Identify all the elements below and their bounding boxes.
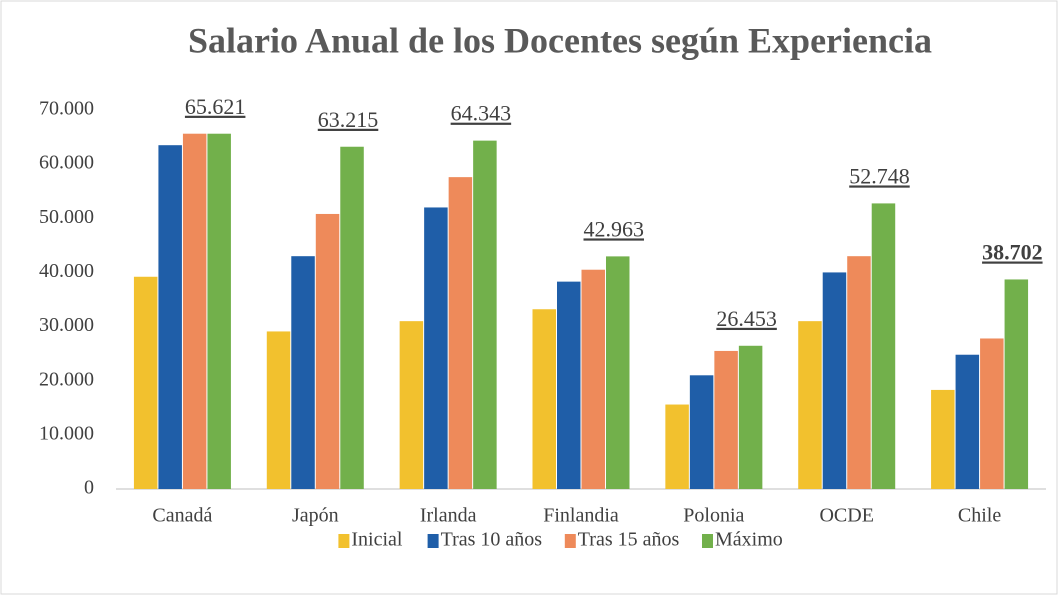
bar xyxy=(931,389,955,489)
bar xyxy=(158,145,182,489)
y-tick-label: 40.000 xyxy=(39,260,94,282)
bar xyxy=(133,276,158,489)
chart-title: Salario Anual de los Docentes según Expe… xyxy=(188,20,932,60)
bar xyxy=(315,213,340,489)
y-tick-label: 60.000 xyxy=(39,152,94,174)
bar xyxy=(448,177,473,489)
bar xyxy=(182,133,207,489)
bar xyxy=(714,350,738,489)
value-label: 52.748 xyxy=(849,163,910,188)
y-tick-label: 0 xyxy=(84,477,94,499)
legend-label: Inicial xyxy=(351,529,403,551)
x-tick-label: Finlandia xyxy=(543,505,619,527)
y-tick-label: 30.000 xyxy=(39,314,94,336)
value-label: 38.702 xyxy=(982,240,1043,265)
x-tick-label: Irlanda xyxy=(420,505,477,527)
bar xyxy=(955,354,980,489)
bar xyxy=(606,256,630,489)
value-label: 63.215 xyxy=(318,107,379,132)
x-tick-label: OCDE xyxy=(819,505,873,527)
y-tick-label: 70.000 xyxy=(39,98,94,120)
bar xyxy=(822,272,847,489)
x-tick-label: Polonia xyxy=(683,505,744,527)
legend-label: Tras 10 años xyxy=(441,529,543,551)
y-tick-label: 50.000 xyxy=(39,206,94,228)
value-label: 26.453 xyxy=(716,306,777,331)
bar xyxy=(689,375,714,489)
bar xyxy=(980,338,1004,489)
bar xyxy=(847,256,871,489)
bar xyxy=(665,404,689,489)
bar xyxy=(207,133,231,489)
y-tick-label: 20.000 xyxy=(39,368,94,390)
bar xyxy=(738,345,763,489)
x-tick-label: Canadá xyxy=(152,505,212,527)
legend-label: Tras 15 años xyxy=(578,529,680,551)
bar xyxy=(399,321,424,489)
value-label: 42.963 xyxy=(584,216,645,241)
bar xyxy=(473,140,497,490)
bar xyxy=(1004,279,1029,489)
bar xyxy=(340,146,364,489)
legend-swatch xyxy=(564,534,576,548)
legend-swatch xyxy=(702,534,713,548)
value-label: 65.621 xyxy=(185,94,246,119)
bar xyxy=(557,281,581,489)
bar xyxy=(798,321,822,489)
value-label: 64.343 xyxy=(451,101,512,126)
bar xyxy=(871,203,896,489)
bar xyxy=(581,269,605,489)
x-tick-label: Chile xyxy=(958,505,1001,527)
bar xyxy=(424,207,448,489)
bar xyxy=(266,331,291,489)
bar xyxy=(532,309,556,489)
x-tick-label: Japón xyxy=(292,505,339,527)
legend-swatch xyxy=(427,534,439,548)
y-tick-label: 10.000 xyxy=(39,422,94,444)
bar xyxy=(291,256,315,489)
legend-swatch xyxy=(338,534,350,548)
legend-label: Máximo xyxy=(715,529,783,551)
